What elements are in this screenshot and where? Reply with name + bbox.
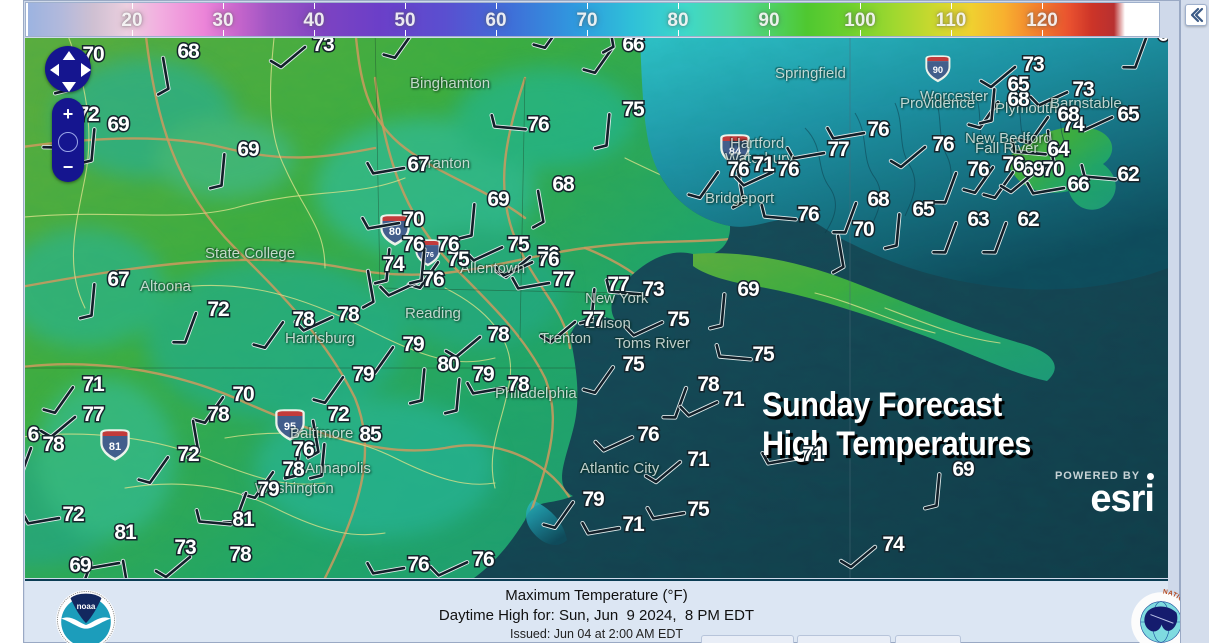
svg-text:noaa: noaa (77, 602, 96, 611)
